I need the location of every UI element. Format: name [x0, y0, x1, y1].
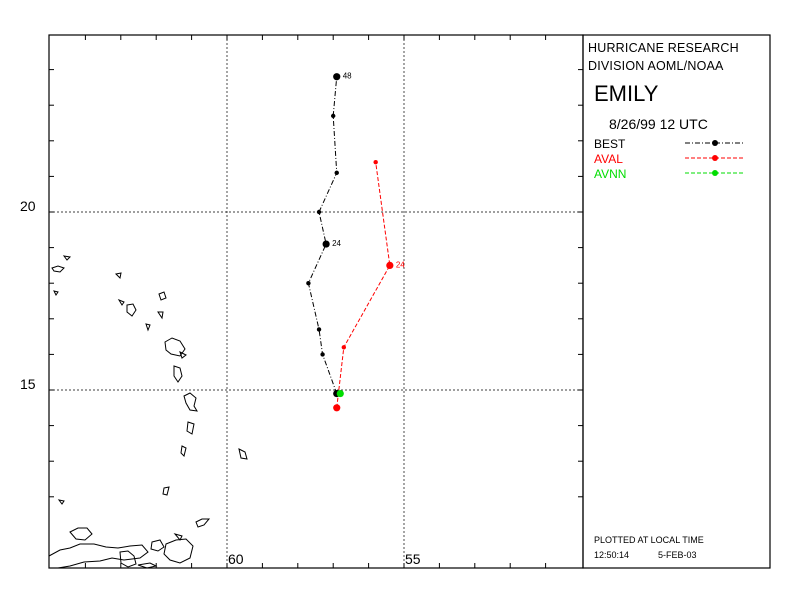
track-point-best-3 — [306, 281, 311, 286]
island-23 — [163, 538, 194, 564]
track-line-aval — [336, 162, 391, 408]
agency-line-1: HURRICANE RESEARCH — [588, 41, 739, 55]
track-point-aval-2 — [386, 261, 394, 269]
island-25 — [137, 562, 158, 569]
plotted-date: 5-FEB-03 — [658, 550, 697, 560]
legend-marker-aval — [712, 155, 718, 161]
island-24 — [173, 533, 183, 541]
track-point-best-1 — [320, 352, 325, 357]
legend-label-aval: AVAL — [594, 152, 623, 166]
island-17 — [195, 518, 211, 528]
island-10 — [179, 351, 187, 359]
legend-label-best: BEST — [594, 137, 626, 151]
lon-label-55: 55 — [405, 551, 421, 567]
track-point-best-4 — [322, 240, 330, 248]
lat-lon-grid — [49, 35, 583, 568]
axis-ticks — [49, 35, 583, 568]
map-frame — [48, 34, 771, 569]
track-point-best-6 — [334, 170, 339, 176]
plotted-note: PLOTTED AT LOCAL TIME — [594, 535, 704, 545]
track-point-aval-1 — [341, 345, 347, 350]
island-19 — [69, 527, 93, 541]
island-1 — [62, 255, 72, 261]
storm-name: EMILY — [594, 81, 659, 106]
legend-label-avnn: AVNN — [594, 167, 627, 181]
track-point-best-7 — [331, 113, 336, 119]
lat-label-15: 15 — [20, 376, 36, 392]
track-point-best-2 — [316, 327, 322, 332]
island-15 — [238, 448, 248, 460]
island-8 — [157, 311, 164, 320]
island-0 — [51, 265, 65, 273]
track-point-best-5 — [316, 209, 322, 215]
island-16 — [162, 486, 170, 496]
island-21 — [119, 550, 137, 568]
lat-label-20: 20 — [20, 198, 36, 214]
track-point-avnn-0 — [336, 389, 344, 398]
island-5 — [126, 303, 137, 317]
island-11 — [173, 365, 183, 383]
caribbean-islands — [48, 255, 248, 569]
agency-line-2: DIVISION AOML/NOAA — [588, 59, 724, 73]
island-18 — [57, 499, 65, 505]
island-12 — [183, 392, 198, 412]
island-4 — [117, 298, 125, 306]
info-panel-border — [582, 34, 771, 569]
island-13 — [186, 421, 195, 435]
island-20 — [48, 543, 149, 569]
forecast-tracks: 24 48 24 — [306, 72, 405, 412]
island-7 — [145, 323, 151, 332]
track-hour-label-best-4: 24 — [332, 239, 341, 248]
lon-label-60: 60 — [228, 551, 244, 567]
track-point-best-8 — [333, 73, 341, 81]
track-line-best — [307, 76, 338, 394]
legend-marker-best — [712, 140, 718, 146]
plotted-time: 12:50:14 — [594, 550, 630, 560]
track-hour-label-aval-2: 24 — [396, 260, 405, 269]
island-3 — [53, 290, 59, 296]
forecast-datetime: 8/26/99 12 UTC — [609, 116, 708, 132]
island-6 — [158, 291, 167, 301]
map-border — [48, 34, 584, 569]
track-point-aval-3 — [373, 159, 378, 165]
legend-marker-avnn — [712, 170, 718, 176]
island-2 — [114, 272, 122, 280]
track-hour-label-best-8: 48 — [343, 72, 352, 81]
legend-line-samples — [685, 140, 745, 176]
island-22 — [150, 539, 165, 552]
track-point-aval-0 — [333, 404, 341, 412]
island-9 — [164, 337, 186, 357]
island-14 — [180, 445, 187, 457]
